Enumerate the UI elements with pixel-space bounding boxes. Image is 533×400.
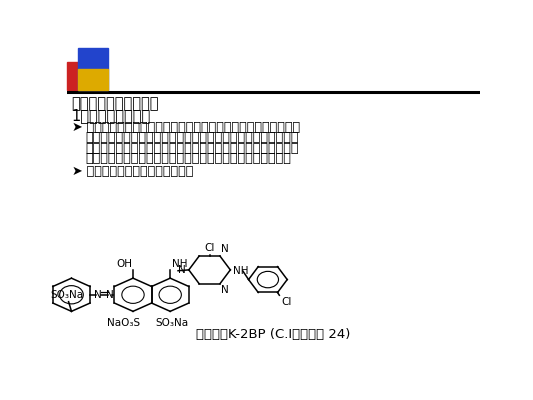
Text: NH: NH — [233, 266, 249, 276]
Text: NH: NH — [172, 259, 187, 269]
Text: OH: OH — [116, 259, 132, 269]
Bar — [78, 48, 108, 90]
Text: 共平面性，以及增加与纤维形成氢键的基团数等来达到目的。: 共平面性，以及增加与纤维形成氢键的基团数等来达到目的。 — [85, 152, 291, 165]
Text: ➤ 单偶氮结构为主：黄、橙、红色: ➤ 单偶氮结构为主：黄、橙、红色 — [71, 165, 193, 178]
Text: 列。近年来为改善这类染料的直接性，提高固色率，满足低盐或: 列。近年来为改善这类染料的直接性，提高固色率，满足低盐或 — [85, 131, 298, 144]
Text: SO₃Na: SO₃Na — [156, 318, 189, 328]
Text: ➤ 偶氮活性染料多以单偶氮结构为主，尤其是红、黄、橙等浅色系: ➤ 偶氮活性染料多以单偶氮结构为主，尤其是红、黄、橙等浅色系 — [71, 121, 300, 134]
Text: N: N — [221, 286, 229, 296]
Text: N: N — [221, 244, 229, 254]
Text: SO₃Na: SO₃Na — [51, 290, 84, 300]
Text: N: N — [178, 265, 186, 275]
Text: NaO₃S: NaO₃S — [108, 318, 141, 328]
Bar — [78, 69, 108, 90]
Text: N: N — [106, 290, 114, 300]
Text: 活性染料的母体结构：: 活性染料的母体结构： — [71, 96, 159, 111]
Text: Cl: Cl — [281, 298, 292, 308]
Text: N: N — [94, 290, 102, 300]
Text: 无盐染色要求，常通过增大母体结构及分子量，提高母体结构的: 无盐染色要求，常通过增大母体结构及分子量，提高母体结构的 — [85, 142, 298, 155]
Bar — [67, 62, 83, 90]
Text: 1、偶氮类活性染料: 1、偶氮类活性染料 — [71, 108, 151, 123]
Text: 活性艳红K-2BP (C.I反应性红 24): 活性艳红K-2BP (C.I反应性红 24) — [196, 328, 350, 341]
Text: Cl: Cl — [204, 243, 215, 253]
